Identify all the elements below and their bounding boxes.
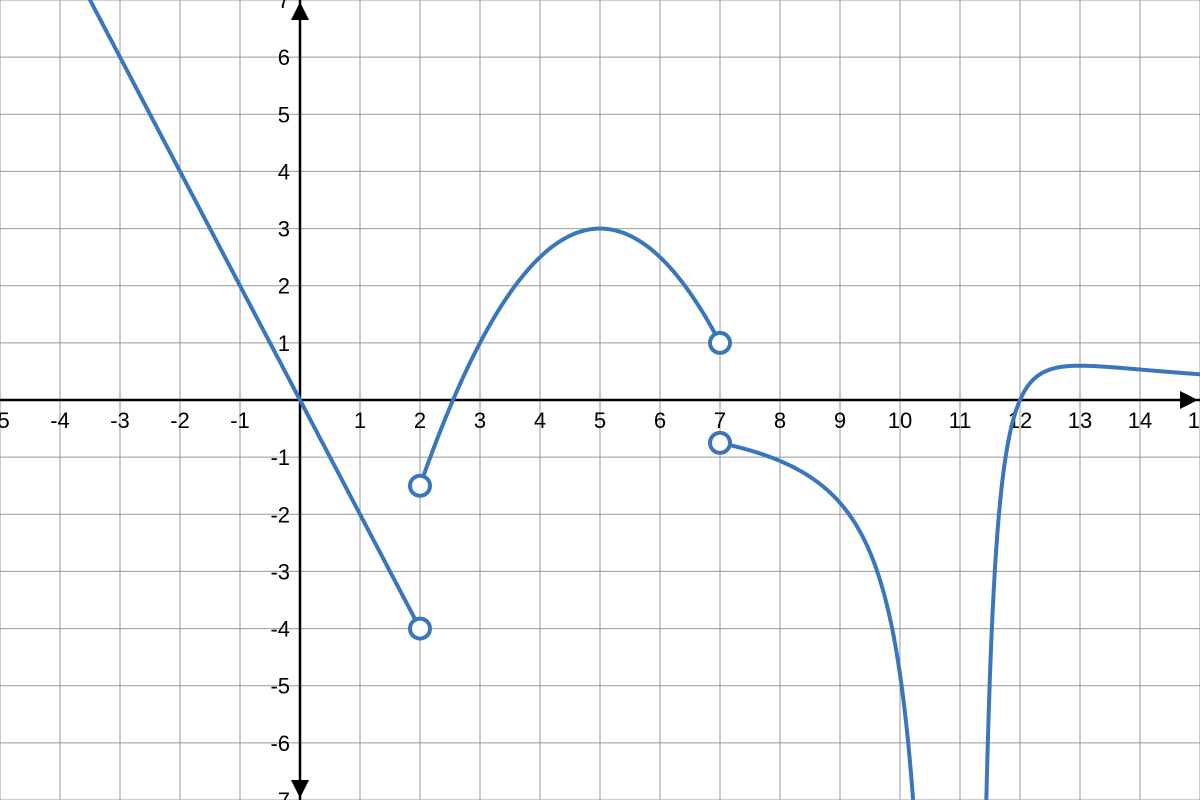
x-tick-label: -3 — [110, 408, 130, 433]
y-tick-label: 2 — [278, 274, 290, 299]
y-tick-label: -2 — [270, 502, 290, 527]
x-tick-label: 9 — [834, 408, 846, 433]
y-tick-label: 6 — [278, 45, 290, 70]
y-tick-label: 4 — [278, 159, 290, 184]
x-tick-label: 1 — [354, 408, 366, 433]
x-tick-label: 6 — [654, 408, 666, 433]
y-tick-label: -6 — [270, 731, 290, 756]
y-tick-label: -5 — [270, 674, 290, 699]
y-tick-label: -7 — [270, 788, 290, 800]
x-tick-label: -4 — [50, 408, 70, 433]
open-endpoint — [710, 433, 730, 453]
x-tick-label: 13 — [1068, 408, 1092, 433]
x-tick-label: -1 — [230, 408, 250, 433]
y-tick-label: -3 — [270, 559, 290, 584]
y-tick-label: -1 — [270, 445, 290, 470]
y-tick-label: 7 — [278, 0, 290, 13]
x-tick-label: -5 — [0, 408, 10, 433]
function-plot: -5-4-3-2-1123456789101112131415-7-6-5-4-… — [0, 0, 1200, 800]
x-tick-label: 14 — [1128, 408, 1152, 433]
x-tick-label: 7 — [714, 408, 726, 433]
open-endpoint — [410, 619, 430, 639]
x-tick-label: 3 — [474, 408, 486, 433]
open-endpoint — [410, 476, 430, 496]
x-tick-label: 11 — [949, 408, 972, 433]
y-tick-label: 3 — [278, 217, 290, 242]
x-tick-label: 10 — [888, 408, 912, 433]
y-tick-label: 1 — [278, 331, 290, 356]
x-tick-label: 2 — [414, 408, 426, 433]
x-tick-label: 8 — [774, 408, 786, 433]
x-tick-label: 4 — [534, 408, 546, 433]
open-endpoint — [710, 333, 730, 353]
y-tick-label: 5 — [278, 102, 290, 127]
x-tick-label: 15 — [1188, 408, 1200, 433]
y-tick-label: -4 — [270, 617, 290, 642]
x-tick-label: -2 — [170, 408, 190, 433]
x-tick-label: 5 — [594, 408, 606, 433]
